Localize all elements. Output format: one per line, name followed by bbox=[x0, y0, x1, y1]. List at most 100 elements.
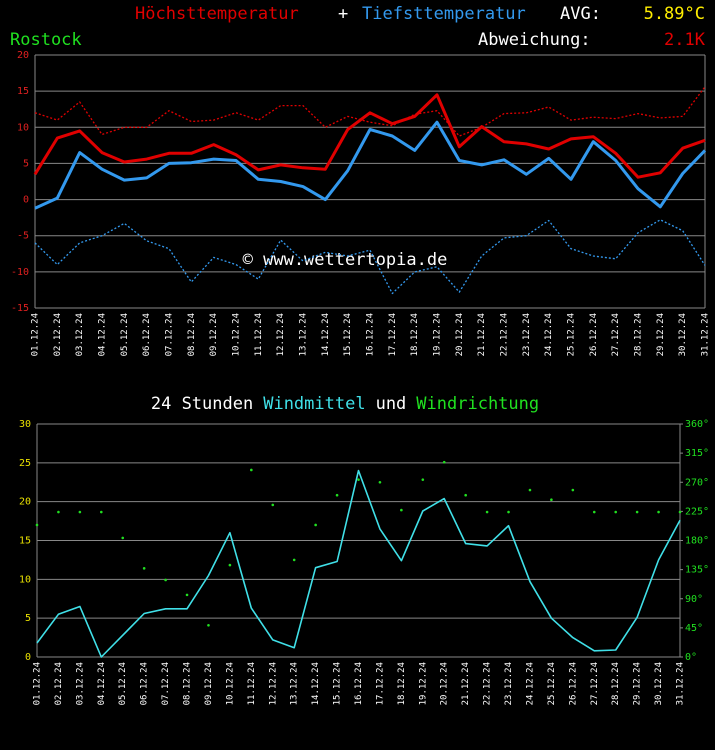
data-point bbox=[335, 493, 339, 497]
chart-title: 24 Stunden Windmittel und Windrichtung bbox=[151, 394, 539, 414]
data-point bbox=[592, 510, 596, 514]
data-point bbox=[164, 578, 167, 582]
data-point bbox=[442, 460, 446, 464]
data-point bbox=[421, 478, 425, 481]
x-tick-label: 28.12.24 bbox=[634, 313, 644, 356]
x-tick-label: 14.12.24 bbox=[321, 313, 331, 356]
y-tick-label: 30 bbox=[19, 419, 31, 430]
deviation-label: Abweichung: bbox=[478, 30, 591, 50]
x-tick-label: 30.12.24 bbox=[678, 313, 688, 356]
data-point bbox=[292, 558, 296, 562]
x-tick-label: 05.12.24 bbox=[118, 662, 128, 705]
x-tick-label: 18.12.24 bbox=[397, 662, 407, 705]
x-tick-label: 31.12.24 bbox=[701, 313, 711, 356]
data-point bbox=[528, 488, 532, 492]
x-tick-label: 27.12.24 bbox=[590, 662, 600, 705]
data-point bbox=[207, 623, 210, 627]
x-tick-label: 15.12.24 bbox=[333, 662, 343, 705]
y2-tick-label: 90° bbox=[685, 594, 703, 605]
x-tick-label: 07.12.24 bbox=[161, 662, 171, 705]
series-title: Höchsttemperatur bbox=[135, 4, 299, 24]
x-tick-label: 18.12.24 bbox=[410, 313, 420, 356]
x-tick-label: 20.12.24 bbox=[440, 662, 450, 705]
data-point bbox=[571, 488, 575, 492]
x-tick-label: 03.12.24 bbox=[75, 662, 85, 705]
data-point bbox=[100, 510, 103, 514]
x-tick-label: 08.12.24 bbox=[183, 662, 193, 705]
data-point bbox=[678, 510, 682, 514]
x-tick-label: 30.12.24 bbox=[654, 662, 664, 705]
x-tick-label: 28.12.24 bbox=[611, 662, 621, 705]
x-tick-label: 17.12.24 bbox=[388, 313, 398, 356]
title-joiner: + bbox=[338, 4, 348, 24]
series-title: Windrichtung bbox=[416, 394, 539, 414]
y2-tick-label: 45° bbox=[685, 623, 703, 634]
data-point bbox=[228, 563, 232, 567]
x-tick-label: 13.12.24 bbox=[299, 313, 309, 356]
y-tick-label: 0 bbox=[23, 195, 29, 206]
x-tick-label: 01.12.24 bbox=[31, 313, 41, 356]
x-tick-label: 29.12.24 bbox=[656, 313, 666, 356]
x-tick-label: 04.12.24 bbox=[98, 313, 108, 356]
data-point bbox=[121, 536, 125, 540]
data-point bbox=[657, 510, 660, 514]
data-point bbox=[400, 508, 403, 512]
x-tick-label: 21.12.24 bbox=[477, 313, 487, 356]
x-tick-label: 02.12.24 bbox=[53, 313, 63, 356]
x-tick-label: 09.12.24 bbox=[209, 313, 219, 356]
x-tick-label: 10.12.24 bbox=[232, 313, 242, 356]
x-tick-label: 04.12.24 bbox=[97, 662, 107, 705]
x-tick-label: 11.12.24 bbox=[247, 662, 257, 705]
x-tick-label: 12.12.24 bbox=[276, 313, 286, 356]
y-tick-label: -10 bbox=[11, 267, 29, 278]
x-tick-label: 10.12.24 bbox=[225, 662, 235, 705]
deviation-value: 2.1K bbox=[664, 30, 706, 50]
y2-tick-label: 360° bbox=[685, 419, 709, 430]
y-tick-label: 5 bbox=[25, 613, 31, 624]
series-title: Windmittel bbox=[263, 394, 365, 414]
y-tick-label: 25 bbox=[19, 458, 31, 469]
y-tick-label: 10 bbox=[19, 574, 31, 585]
series-line bbox=[34, 86, 706, 137]
data-point bbox=[185, 593, 189, 597]
data-point bbox=[142, 567, 146, 570]
y-tick-label: -15 bbox=[11, 303, 29, 314]
x-tick-label: 20.12.24 bbox=[455, 313, 465, 356]
x-tick-label: 25.12.24 bbox=[567, 313, 577, 356]
x-tick-label: 22.12.24 bbox=[500, 313, 510, 356]
watermark: © www.wettertopia.de bbox=[243, 250, 448, 270]
y-tick-label: 10 bbox=[17, 122, 29, 133]
series-line bbox=[36, 469, 681, 658]
data-point bbox=[314, 523, 317, 527]
x-tick-label: 14.12.24 bbox=[311, 662, 321, 705]
y2-tick-label: 225° bbox=[685, 506, 709, 517]
y-tick-label: -5 bbox=[17, 231, 29, 242]
data-point bbox=[635, 510, 639, 514]
data-point bbox=[78, 510, 82, 514]
x-tick-label: 24.12.24 bbox=[525, 662, 535, 705]
x-tick-label: 24.12.24 bbox=[544, 313, 554, 356]
series-line bbox=[34, 120, 707, 210]
data-point bbox=[57, 510, 60, 514]
y-tick-label: 20 bbox=[19, 497, 31, 508]
x-tick-label: 16.12.24 bbox=[354, 662, 364, 705]
x-tick-label: 06.12.24 bbox=[142, 313, 152, 356]
y2-tick-label: 315° bbox=[685, 448, 709, 459]
x-tick-label: 21.12.24 bbox=[461, 662, 471, 705]
y2-tick-label: 0° bbox=[685, 652, 697, 663]
x-tick-label: 22.12.24 bbox=[483, 662, 493, 705]
x-tick-label: 16.12.24 bbox=[366, 313, 376, 356]
y2-tick-label: 135° bbox=[685, 565, 709, 576]
avg-value: 5.89°C bbox=[644, 4, 705, 24]
series-title: Tiefsttemperatur bbox=[362, 4, 526, 24]
location: Rostock bbox=[10, 30, 82, 50]
y-tick-label: 0 bbox=[25, 652, 31, 663]
x-tick-label: 02.12.24 bbox=[54, 662, 64, 705]
x-tick-label: 15.12.24 bbox=[343, 313, 353, 356]
x-tick-label: 01.12.24 bbox=[33, 662, 43, 705]
data-point bbox=[614, 510, 617, 514]
x-tick-label: 07.12.24 bbox=[165, 313, 175, 356]
y2-tick-label: 270° bbox=[685, 477, 709, 488]
